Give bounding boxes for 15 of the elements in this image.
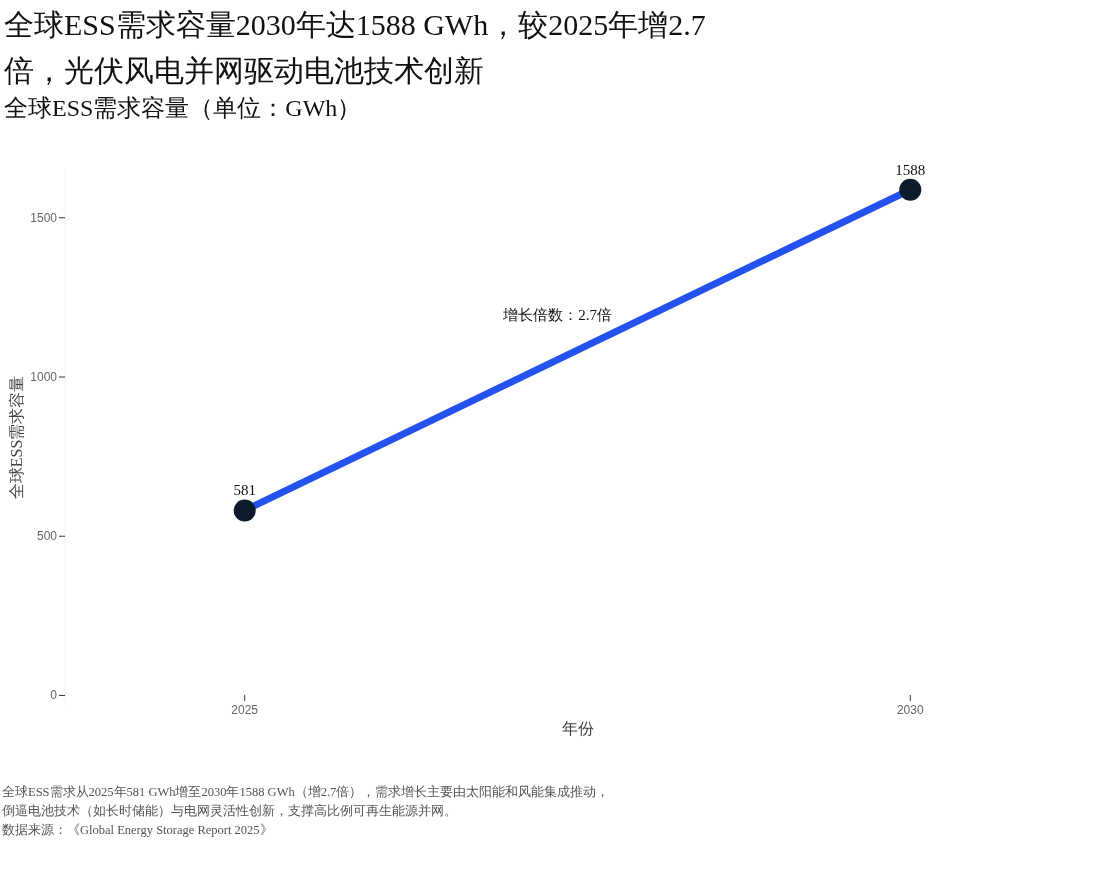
y-axis-title: 全球ESS需求容量	[8, 375, 25, 500]
chart-title: 全球ESS需求容量2030年达1588 GWh，较2025年增2.7倍，光伏风电并网驱动电池技术创新	[4, 7, 707, 89]
data-label: 581	[233, 482, 256, 499]
x-tick-label: 2030	[896, 703, 924, 717]
source-note: 数据来源：《Global Energy Storage Report 2025》	[2, 822, 274, 839]
y-tick-label: 500	[36, 529, 58, 544]
text: 全球ESS需求从2025年581 GWh增至2030年1588 GWh（增2.7倍），需求增长主要由太阳能和风能集成推动，倒逼电池技术（如长时储能）与电网灵活性创新，支撑高比例可再生能源并网。	[2, 784, 611, 820]
annotation: 增长倍数：2.7倍	[502, 306, 612, 323]
data-label: 1588	[895, 161, 926, 178]
x-axis-title: 年份	[561, 720, 594, 737]
y-tick-label: 0	[50, 688, 58, 703]
y-tick-label: 1000	[30, 369, 58, 384]
chart-subtitle: 全球ESS需求容量（单位：GWh）	[4, 94, 362, 123]
y-tick-label: 1500	[30, 210, 58, 225]
x-tick-label: 2025	[231, 703, 259, 717]
